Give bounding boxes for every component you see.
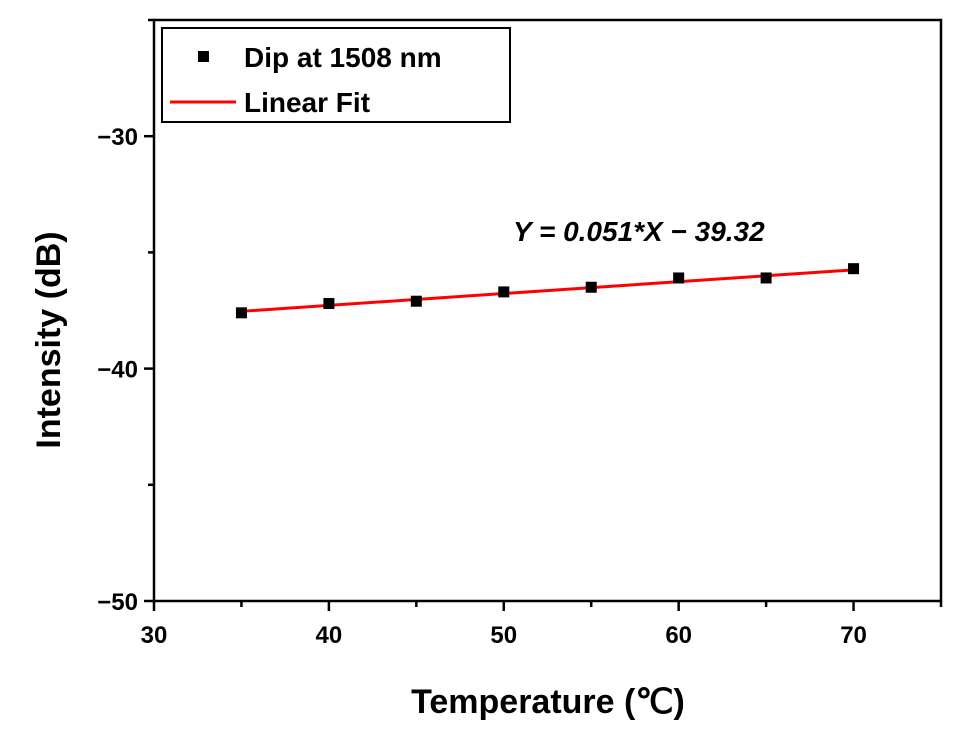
y-tick-label: −30	[97, 124, 138, 151]
x-tick-label: 50	[490, 622, 517, 649]
fit-equation-annotation: Y = 0.051*X − 39.32	[513, 216, 765, 247]
data-point	[585, 281, 597, 293]
legend-marker-square	[198, 51, 209, 62]
x-tick-label: 40	[316, 622, 343, 649]
legend: Dip at 1508 nm Linear Fit	[161, 27, 511, 123]
data-point	[760, 272, 772, 284]
y-tick-label: −50	[97, 589, 138, 616]
data-point	[235, 307, 247, 319]
data-point	[673, 272, 685, 284]
data-point	[848, 263, 860, 275]
data-point	[410, 295, 422, 307]
legend-label-fit: Linear Fit	[244, 87, 370, 118]
data-point	[323, 298, 335, 310]
y-tick-label: −40	[97, 357, 138, 384]
x-tick-label: 30	[141, 622, 168, 649]
fit-line	[241, 268, 854, 313]
tick-labels-layer: 30 40 50 60 70 −30 −40 −50	[97, 124, 867, 649]
x-tick-label: 60	[665, 622, 692, 649]
plot-frame	[152, 18, 943, 603]
legend-label-dip: Dip at 1508 nm	[244, 42, 442, 73]
data-point	[498, 286, 510, 298]
series-layer	[235, 263, 860, 319]
x-tick-label: 70	[840, 622, 867, 649]
x-axis-title: Temperature (℃)	[411, 683, 685, 721]
y-axis-title: Intensity (dB)	[30, 231, 68, 448]
legend-box	[161, 27, 511, 123]
